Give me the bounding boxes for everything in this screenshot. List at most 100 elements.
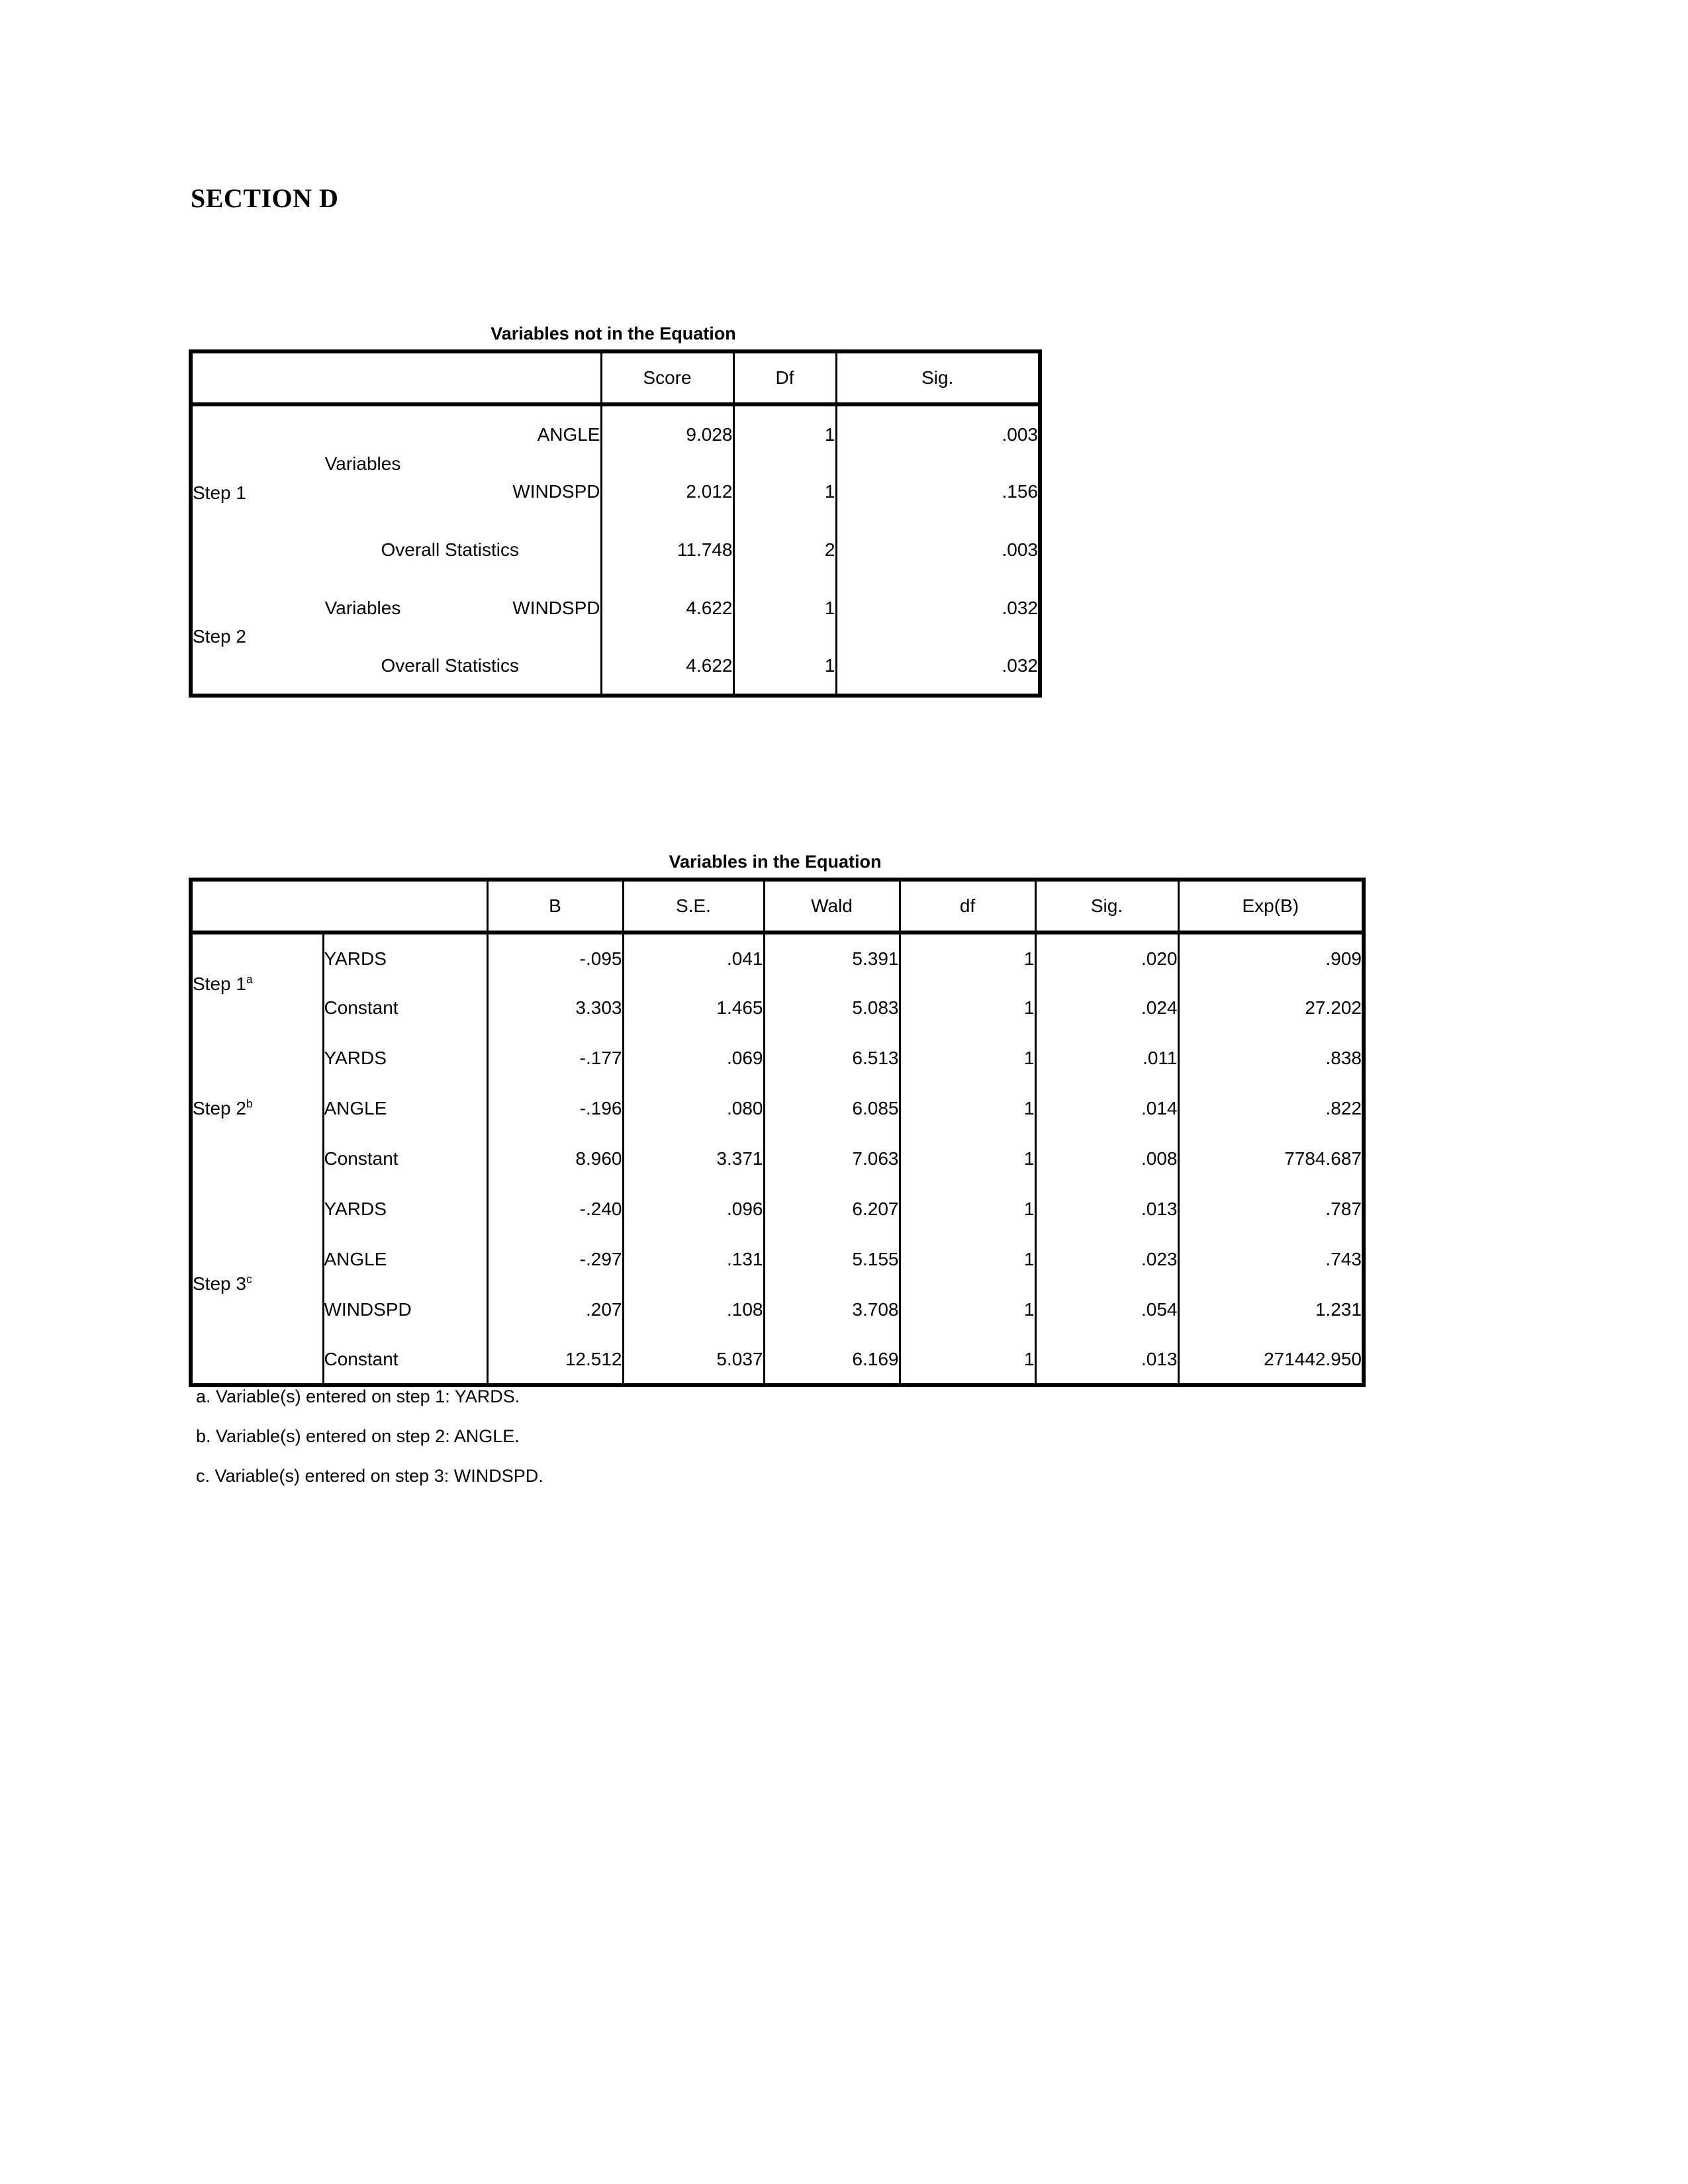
table2-df-value: 1 (898, 983, 1035, 1033)
table-row: WINDSPD 2.012 1 .156 (191, 463, 1040, 521)
table2-se-value: .041 (622, 933, 764, 983)
table2-sig-value: .013 (1034, 1184, 1178, 1234)
table2-variable-name: YARDS (322, 1033, 487, 1083)
table2-variable-name: Constant (322, 1134, 487, 1184)
table1-group-label: Variables (300, 404, 426, 521)
table1-sig-value: .003 (835, 404, 1040, 463)
table1-header-corner (191, 351, 601, 406)
table2-step-footnote-marker: c (246, 1272, 252, 1286)
table2-b-value: -.095 (486, 933, 623, 983)
table1-sig-value: .032 (835, 579, 1040, 637)
footnote-a: a. Variable(s) entered on step 1: YARDS. (196, 1387, 520, 1406)
table2-sig-value: .023 (1034, 1234, 1178, 1285)
table2-wald-value: 6.513 (763, 1033, 900, 1083)
table1-df-value: 2 (732, 521, 836, 579)
table2-df-value: 1 (898, 933, 1035, 983)
table2-df-value: 1 (898, 1184, 1035, 1234)
table-row: Constant 8.960 3.371 7.063 1 .008 7784.6… (191, 1134, 1364, 1184)
table2-df-value: 1 (898, 1134, 1035, 1184)
table2-step-footnote-marker: b (246, 1097, 253, 1111)
table2-wald-value: 5.083 (763, 983, 900, 1033)
table2-header-df: df (898, 880, 1035, 934)
table2-variable-name: YARDS (322, 933, 487, 983)
page-title: SECTION D (191, 183, 339, 213)
table2-se-value: .069 (622, 1033, 764, 1083)
table1-header-row: Score Df Sig. (191, 351, 1040, 406)
table2-variable-name: ANGLE (322, 1234, 487, 1285)
table1-sig-value: .003 (835, 521, 1040, 579)
table2-step-label: Step 3c (191, 1184, 323, 1385)
table1-variable-name: ANGLE (426, 404, 601, 463)
table2-expb-value: .743 (1177, 1234, 1364, 1285)
table-row: ANGLE -.196 .080 6.085 1 .014 .822 (191, 1083, 1364, 1134)
table2-se-value: 1.465 (622, 983, 764, 1033)
table1-group-label: Variables (300, 579, 426, 637)
table1-variable-name: WINDSPD (426, 463, 601, 521)
table-row: WINDSPD .207 .108 3.708 1 .054 1.231 (191, 1285, 1364, 1335)
table1-score-value: 9.028 (600, 404, 733, 463)
table2-b-value: .207 (486, 1285, 623, 1335)
table2-b-value: 8.960 (486, 1134, 623, 1184)
table2-se-value: .096 (622, 1184, 764, 1234)
table1-df-value: 1 (732, 463, 836, 521)
table-row: Step 1a YARDS -.095 .041 5.391 1 .020 .9… (191, 933, 1364, 1033)
variables-in-equation-block: Variables in the Equation B S.E. Wald df… (189, 852, 1366, 1387)
table2-variable-name: Constant (322, 1335, 487, 1385)
table2-wald-value: 7.063 (763, 1134, 900, 1184)
table2-variable-name: Constant (322, 983, 487, 1033)
table2-caption: Variables in the Equation (669, 852, 882, 872)
table2-header-corner (191, 880, 487, 934)
table2-sig-value: .020 (1034, 933, 1178, 983)
table2-sig-value: .008 (1034, 1134, 1178, 1184)
footnote-c: c. Variable(s) entered on step 3: WINDSP… (196, 1466, 543, 1486)
table2-header-se: S.E. (622, 880, 764, 934)
table1-score-value: 4.622 (600, 579, 733, 637)
table2-df-value: 1 (898, 1335, 1035, 1385)
table2-expb-value: .909 (1177, 933, 1364, 983)
table1-step-label: Step 1 (191, 404, 300, 579)
table2-b-value: -.240 (486, 1184, 623, 1234)
table2-se-value: .108 (622, 1285, 764, 1335)
table2-header-wald: Wald (763, 880, 900, 934)
table1-caption: Variables not in the Equation (491, 324, 736, 343)
table1-df-value: 1 (732, 637, 836, 696)
table-row: Overall Statistics 4.622 1 .032 (191, 637, 1040, 696)
table2-df-value: 1 (898, 1285, 1035, 1335)
table2-df-value: 1 (898, 1234, 1035, 1285)
variables-not-in-equation-block: Variables not in the Equation Score Df S… (189, 324, 1042, 698)
table2-header-sig: Sig. (1034, 880, 1178, 934)
table2-step-label: Step 1a (191, 933, 323, 1033)
table1-header-sig: Sig. (835, 351, 1040, 406)
table2-expb-value: .838 (1177, 1033, 1364, 1083)
table2-sig-value: .013 (1034, 1335, 1178, 1385)
table2-se-value: 3.371 (622, 1134, 764, 1184)
table2-b-value: -.177 (486, 1033, 623, 1083)
table2-wald-value: 3.708 (763, 1285, 900, 1335)
table2-header-expb: Exp(B) (1177, 880, 1364, 934)
table2-variable-name: WINDSPD (322, 1285, 487, 1335)
table2-se-value: .131 (622, 1234, 764, 1285)
table2-b-value: 12.512 (486, 1335, 623, 1385)
table2-se-value: .080 (622, 1083, 764, 1134)
table2-se-value: 5.037 (622, 1335, 764, 1385)
table-row: ANGLE -.297 .131 5.155 1 .023 .743 (191, 1234, 1364, 1285)
table2-wald-value: 6.169 (763, 1335, 900, 1385)
variables-in-equation-table: B S.E. Wald df Sig. Exp(B) Step 1a YARDS… (189, 878, 1366, 1387)
table2-b-value: -.297 (486, 1234, 623, 1285)
table2-step-label-text: Step 3 (193, 1273, 246, 1294)
table2-b-value: 3.303 (486, 983, 623, 1033)
table2-df-value: 1 (898, 1083, 1035, 1134)
table-row: Step 1 Variables ANGLE 9.028 1 .003 (191, 404, 1040, 579)
table2-expb-value: 7784.687 (1177, 1134, 1364, 1184)
table-row: Step 3c YARDS -.240 .096 6.207 1 .013 .7… (191, 1184, 1364, 1385)
table2-sig-value: .014 (1034, 1083, 1178, 1134)
table2-step-label-text: Step 1 (193, 973, 246, 994)
table2-footnotes: a. Variable(s) entered on step 1: YARDS.… (196, 1387, 543, 1506)
table1-score-value: 2.012 (600, 463, 733, 521)
table-row: Step 2 Variables WINDSPD 4.622 1 .032 (191, 579, 1040, 696)
table1-df-value: 1 (732, 404, 836, 463)
table1-overall-statistics-label: Overall Statistics (300, 521, 601, 579)
table2-df-value: 1 (898, 1033, 1035, 1083)
table2-b-value: -.196 (486, 1083, 623, 1134)
table-row: Constant 3.303 1.465 5.083 1 .024 27.202 (191, 983, 1364, 1033)
